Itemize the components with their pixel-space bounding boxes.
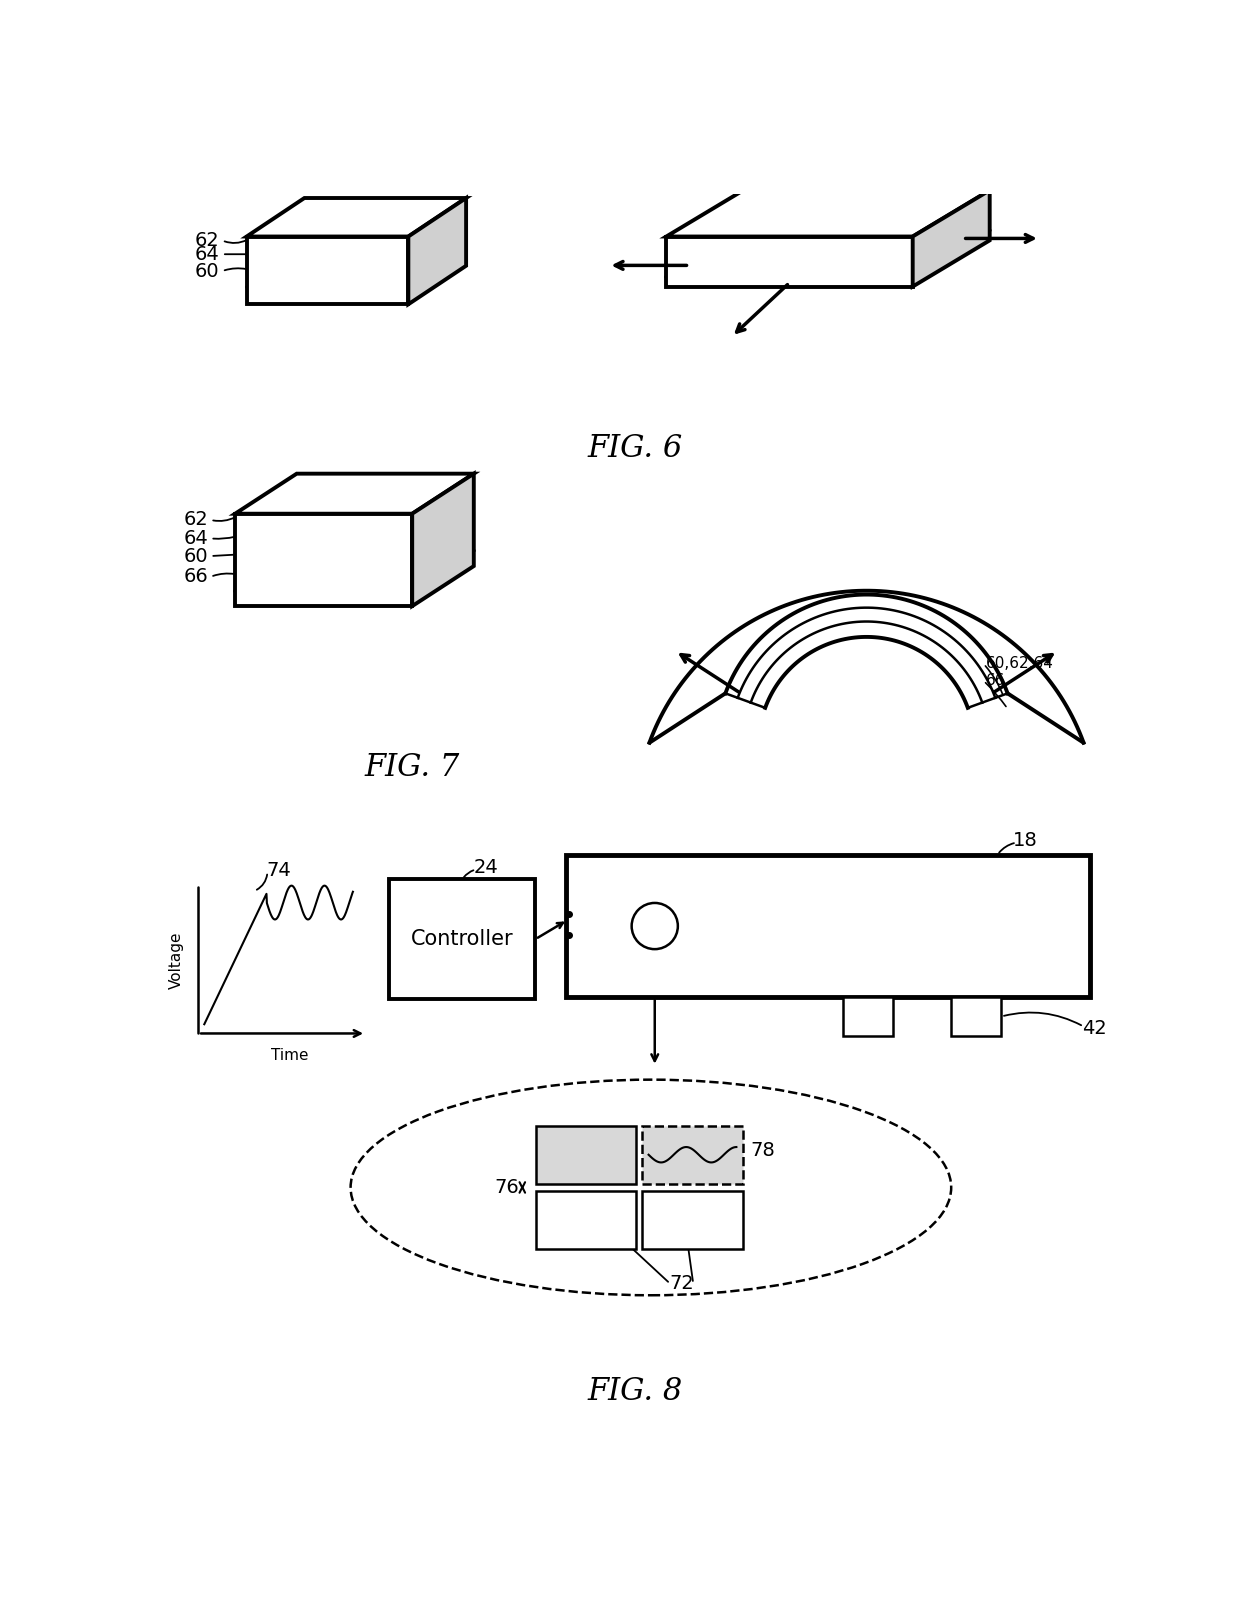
Text: 76: 76 [495, 1178, 520, 1197]
Bar [536, 1191, 636, 1249]
Text: Controller: Controller [410, 929, 513, 950]
Bar [536, 1126, 636, 1184]
Bar [843, 997, 894, 1036]
Text: 64: 64 [195, 244, 219, 264]
Text: 24: 24 [474, 859, 498, 877]
Ellipse shape [351, 1079, 951, 1296]
Text: 62: 62 [195, 231, 219, 249]
Text: Voltage: Voltage [169, 932, 184, 989]
Text: 66: 66 [986, 673, 1006, 688]
Bar [951, 997, 1001, 1036]
Polygon shape [247, 197, 466, 236]
Polygon shape [913, 191, 990, 286]
Text: 62: 62 [184, 510, 208, 529]
Circle shape [631, 903, 678, 950]
Text: 60: 60 [184, 547, 208, 566]
Bar [389, 880, 536, 998]
Text: 78: 78 [750, 1141, 775, 1160]
Text: 42: 42 [1083, 1019, 1107, 1037]
Polygon shape [236, 474, 474, 513]
Text: FIG. 7: FIG. 7 [365, 752, 460, 783]
Text: 74: 74 [265, 861, 290, 880]
Polygon shape [408, 197, 466, 304]
Bar [642, 1126, 743, 1184]
Text: 60: 60 [195, 262, 219, 280]
Text: 72: 72 [670, 1275, 694, 1293]
Text: Time: Time [272, 1047, 309, 1063]
Text: 18: 18 [1013, 832, 1038, 851]
Text: FIG. 6: FIG. 6 [588, 432, 683, 464]
Text: FIG. 8: FIG. 8 [588, 1375, 683, 1408]
Text: 60,62,64: 60,62,64 [986, 657, 1054, 671]
Polygon shape [666, 236, 913, 286]
Polygon shape [666, 191, 990, 236]
Text: 66: 66 [184, 568, 208, 586]
Polygon shape [236, 513, 412, 607]
Bar [642, 1191, 743, 1249]
Polygon shape [412, 474, 474, 607]
Bar [567, 854, 1090, 997]
Polygon shape [247, 236, 408, 304]
Text: 64: 64 [184, 529, 208, 549]
